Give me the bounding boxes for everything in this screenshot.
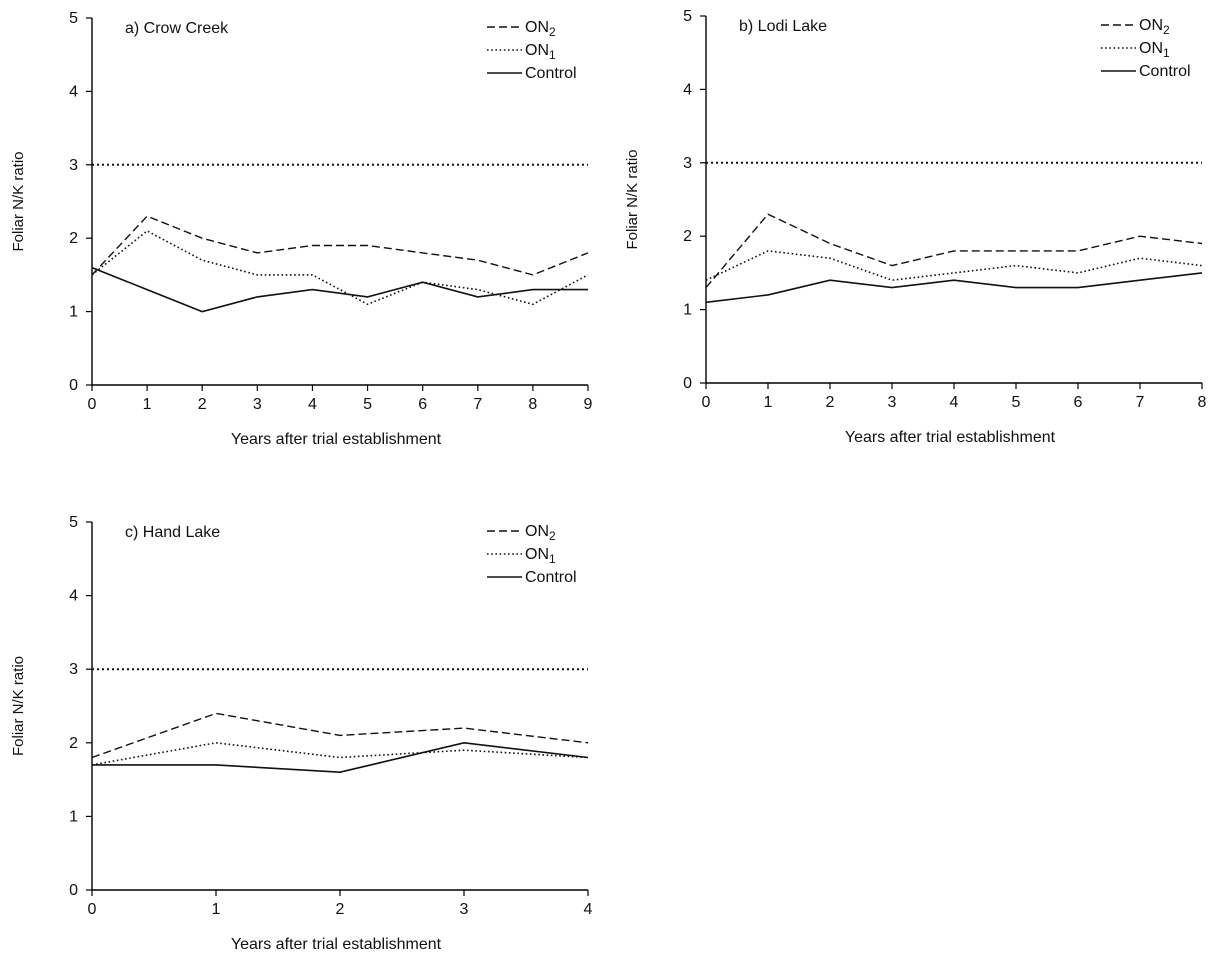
x-tick-label: 0 (88, 396, 97, 413)
x-tick-label: 2 (826, 394, 835, 411)
legend-label-main: ON (1139, 40, 1163, 57)
x-axis-label: Years after trial establishment (845, 429, 1056, 446)
legend-label-control: Control (525, 65, 577, 82)
legend-label-main: Control (525, 569, 577, 586)
y-tick-label: 1 (69, 808, 78, 825)
legend-label-subscript: 2 (549, 529, 556, 543)
legend-label-on1: ON1 (525, 42, 556, 62)
legend-label-on2: ON2 (525, 523, 556, 543)
x-tick-label: 3 (460, 901, 469, 918)
legend-label-main: ON (525, 523, 549, 540)
x-tick-label: 2 (198, 396, 207, 413)
legend-label-main: ON (1139, 17, 1163, 34)
y-tick-label: 5 (683, 8, 692, 25)
y-axis-label: Foliar N/K ratio (10, 656, 27, 756)
legend-label-subscript: 2 (1163, 23, 1170, 37)
x-tick-label: 0 (702, 394, 711, 411)
legend-label-subscript: 1 (549, 552, 556, 566)
legend-label-subscript: 1 (1163, 46, 1170, 60)
x-tick-label: 1 (212, 901, 221, 918)
x-tick-label: 0 (88, 901, 97, 918)
x-tick-label: 8 (1198, 394, 1207, 411)
series-line-on2 (91, 215, 589, 276)
legend-label-main: Control (525, 65, 577, 82)
x-tick-label: 7 (1136, 394, 1145, 411)
x-tick-label: 4 (308, 396, 317, 413)
series-line-on2 (91, 712, 589, 759)
series-line-on2 (705, 213, 1203, 289)
legend-label-main: ON (525, 546, 549, 563)
chart-panel-2: 0 1 2 3 4 5 0 1 2 3 4 Years after trial establishme… (10, 514, 593, 953)
series-line-on1 (91, 229, 589, 306)
y-tick-label: 2 (683, 228, 692, 245)
legend-label-subscript: 1 (549, 48, 556, 62)
x-tick-label: 1 (143, 396, 152, 413)
chart-panel-0: 0 1 2 3 4 5 0 1 2 3 4 5 6 7 8 9 Years after trial establ… (10, 10, 593, 448)
legend-label-control: Control (1139, 63, 1191, 80)
x-tick-label: 6 (418, 396, 427, 413)
series-line-control (92, 741, 589, 774)
legend-label-control: Control (525, 569, 577, 586)
y-tick-label: 5 (69, 514, 78, 531)
y-tick-label: 2 (69, 735, 78, 752)
y-tick-label: 2 (69, 230, 78, 247)
legend-label-on1: ON1 (1139, 40, 1170, 60)
legend-label-main: ON (525, 19, 549, 36)
y-tick-label: 0 (69, 377, 78, 394)
x-tick-label: 6 (1074, 394, 1083, 411)
x-tick-label: 2 (336, 901, 345, 918)
y-tick-label: 3 (683, 155, 692, 172)
panel-title: c) Hand Lake (125, 524, 220, 541)
y-tick-label: 1 (683, 302, 692, 319)
legend-label-on1: ON1 (525, 546, 556, 566)
x-tick-label: 5 (363, 396, 372, 413)
series-line-on1 (705, 250, 1203, 282)
y-axis-label: Foliar N/K ratio (10, 151, 27, 251)
y-tick-label: 4 (683, 81, 692, 98)
x-axis-label: Years after trial establishment (231, 431, 442, 448)
legend-label-main: ON (525, 42, 549, 59)
y-tick-label: 3 (69, 661, 78, 678)
y-tick-label: 0 (683, 375, 692, 392)
y-tick-label: 0 (69, 882, 78, 899)
x-tick-label: 5 (1012, 394, 1021, 411)
x-tick-label: 9 (584, 396, 593, 413)
legend-label-subscript: 2 (549, 25, 556, 39)
x-tick-label: 3 (253, 396, 262, 413)
y-tick-label: 4 (69, 83, 78, 100)
x-tick-label: 4 (950, 394, 959, 411)
x-tick-label: 7 (473, 396, 482, 413)
series-line-control (91, 266, 588, 313)
x-axis-label: Years after trial establishment (231, 936, 442, 953)
legend-label-on2: ON2 (525, 19, 556, 39)
y-tick-label: 4 (69, 588, 78, 605)
panel-title: b) Lodi Lake (739, 18, 827, 35)
y-axis-label: Foliar N/K ratio (624, 149, 641, 249)
legend-label-main: Control (1139, 63, 1191, 80)
legend-label-on2: ON2 (1139, 17, 1170, 37)
x-tick-label: 8 (528, 396, 537, 413)
series-line-on1 (91, 741, 589, 766)
series-line-control (705, 272, 1203, 304)
panel-title: a) Crow Creek (125, 20, 229, 37)
x-tick-label: 4 (584, 901, 593, 918)
x-tick-label: 3 (888, 394, 897, 411)
y-tick-label: 1 (69, 304, 78, 321)
chart-panel-1: 0 1 2 3 4 5 0 1 2 3 4 5 6 7 8 Years after trial establi… (624, 8, 1207, 446)
y-tick-label: 3 (69, 157, 78, 174)
y-tick-label: 5 (69, 10, 78, 27)
x-tick-label: 1 (764, 394, 773, 411)
